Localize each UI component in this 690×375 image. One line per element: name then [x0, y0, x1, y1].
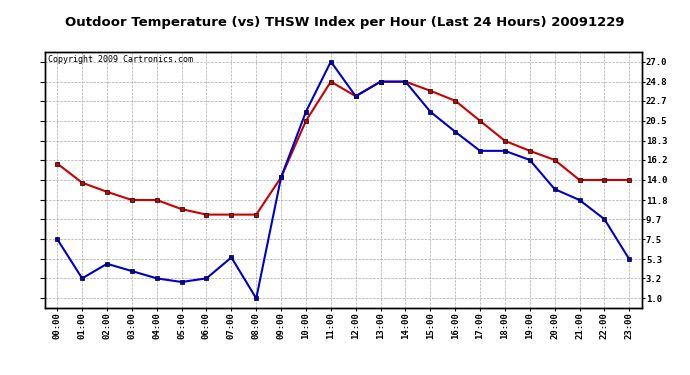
Text: Outdoor Temperature (vs) THSW Index per Hour (Last 24 Hours) 20091229: Outdoor Temperature (vs) THSW Index per … [66, 16, 624, 29]
Text: Copyright 2009 Cartronics.com: Copyright 2009 Cartronics.com [48, 55, 193, 64]
